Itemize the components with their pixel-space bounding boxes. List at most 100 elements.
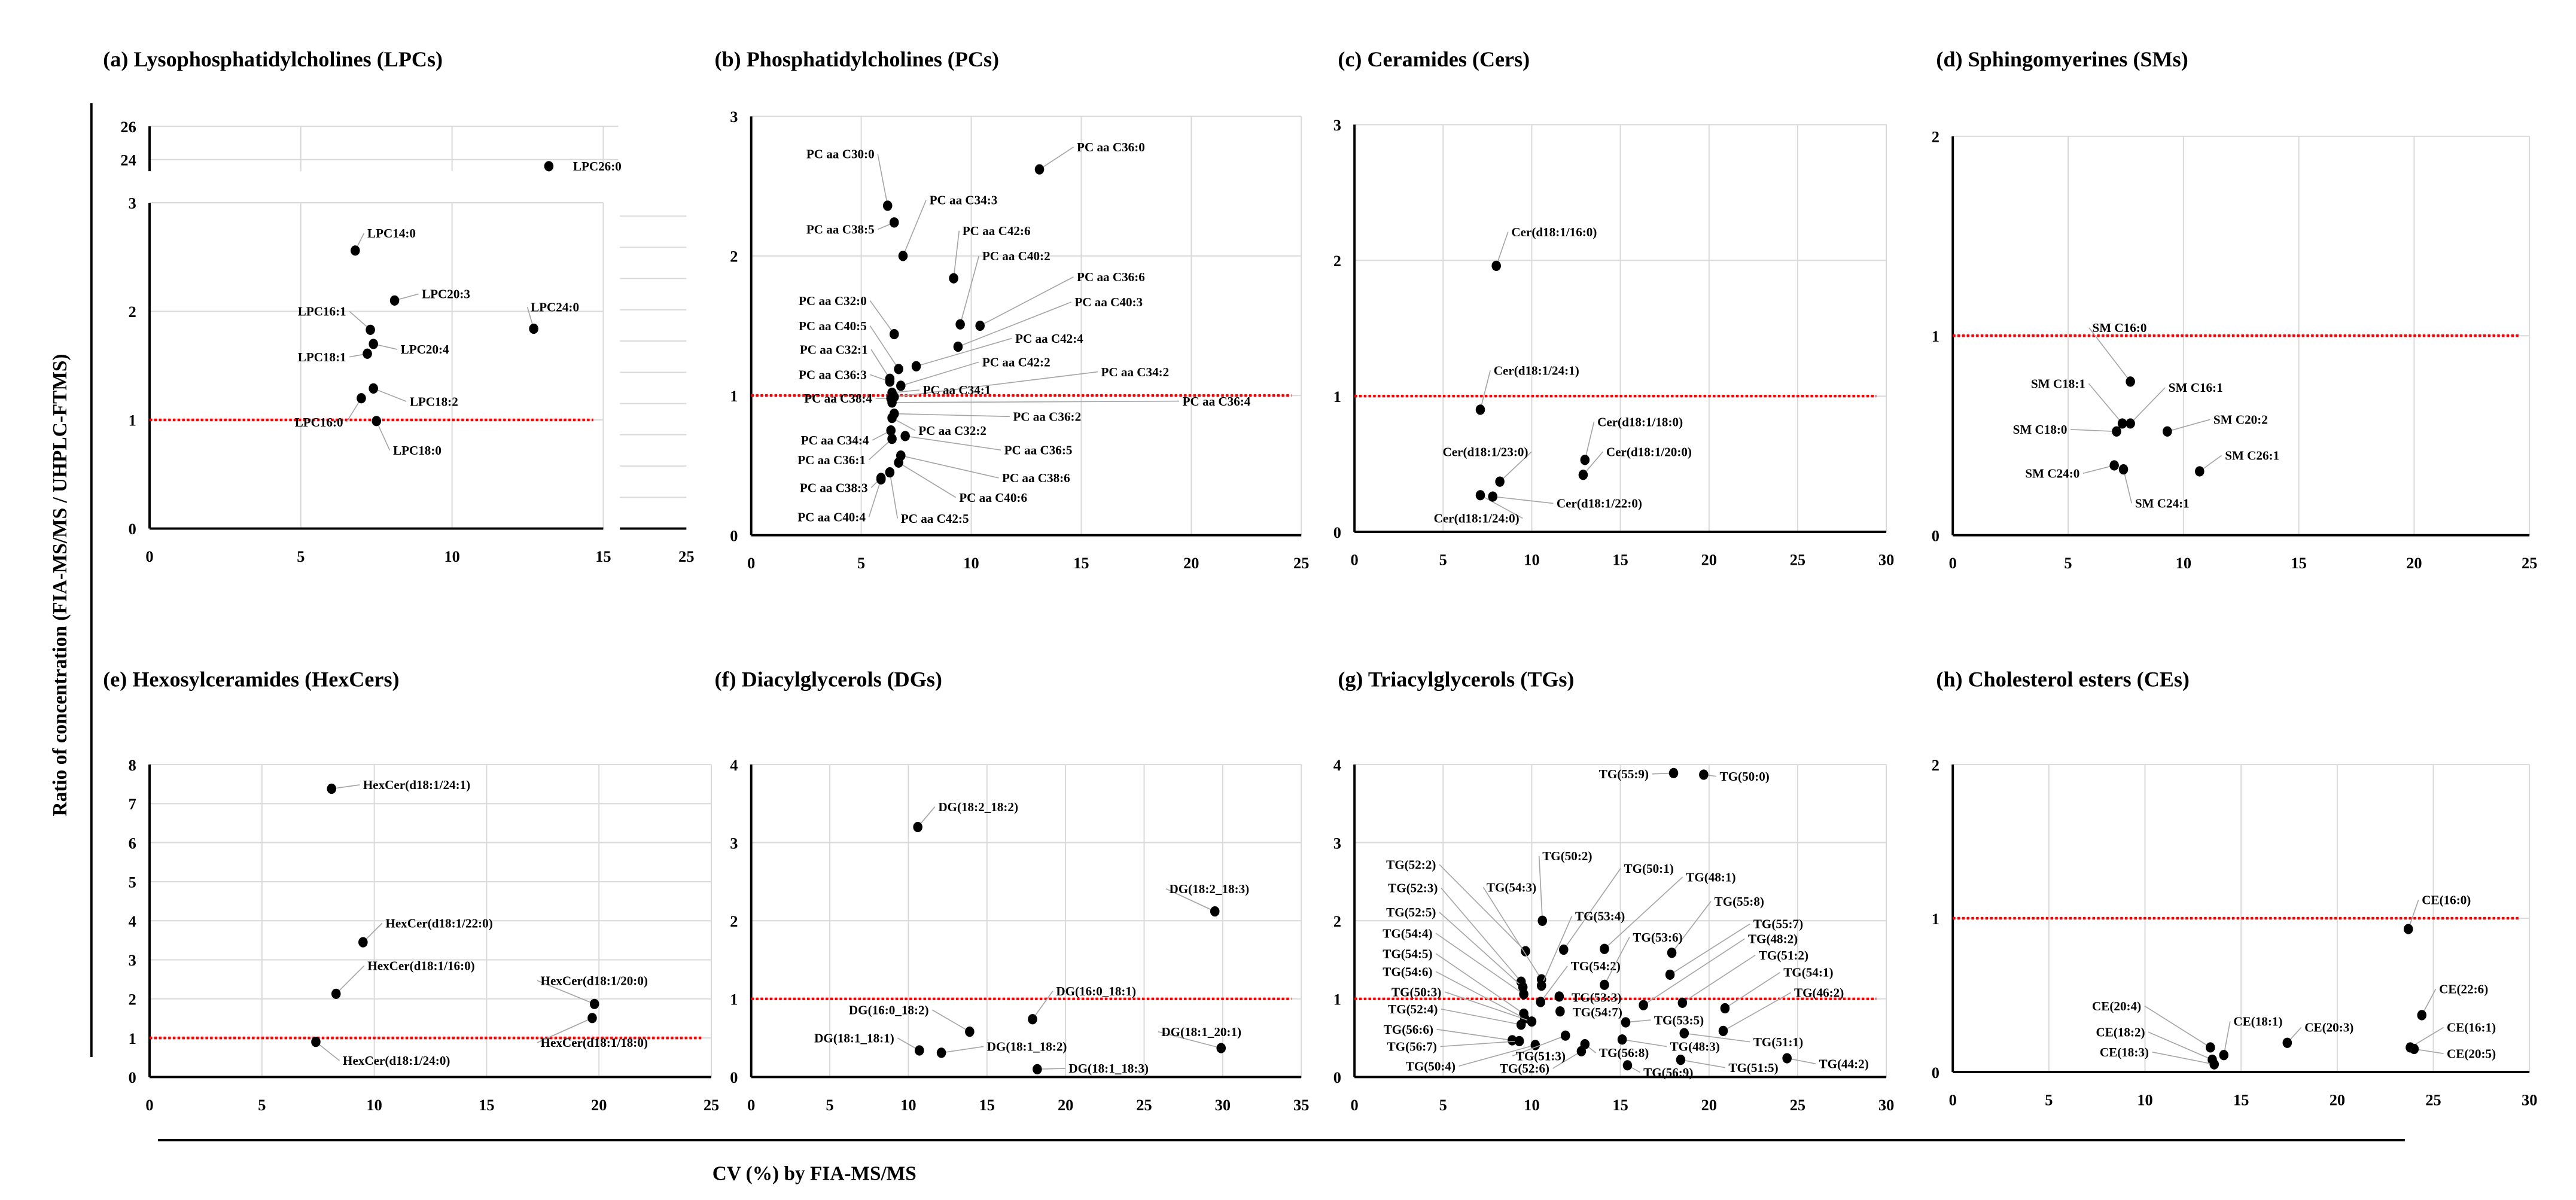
leader-line <box>1444 991 1532 1022</box>
y-tick-label: 3 <box>129 194 136 212</box>
leader-line <box>868 438 893 461</box>
point-label: LPC18:0 <box>393 443 441 458</box>
y-tick-label: 1 <box>1932 910 1939 928</box>
x-tick-label: 20 <box>1058 1096 1073 1114</box>
data-point <box>1600 943 1609 954</box>
y-tick-label: 0 <box>1333 1068 1341 1086</box>
data-point <box>2126 418 2135 429</box>
x-tick-label: 0 <box>1351 1096 1359 1114</box>
point-label: PC aa C34:4 <box>801 433 869 447</box>
data-point <box>911 361 921 371</box>
y-tick-label: 1 <box>1333 991 1341 1009</box>
point-label: TG(52:6) <box>1500 1061 1549 1076</box>
data-point <box>589 998 599 1009</box>
leader-line <box>931 1009 970 1033</box>
leader-line <box>1458 1044 1536 1067</box>
data-point <box>913 821 922 833</box>
point-label: TG(52:2) <box>1386 857 1436 872</box>
x-tick-label: 0 <box>145 547 153 565</box>
y-tick-label: 2 <box>1932 756 1939 774</box>
point-label: DG(18:2_18:2) <box>938 800 1018 814</box>
point-label: DG(18:2_18:3) <box>1170 882 1250 896</box>
x-tick-label: 20 <box>1701 1096 1717 1114</box>
y-tick-label: 2 <box>1932 128 1939 146</box>
point-label: LPC16:1 <box>298 304 346 319</box>
data-point <box>358 937 368 948</box>
x-tick-label: 10 <box>2176 554 2191 572</box>
point-label: SM C20:2 <box>2213 412 2268 427</box>
leader-line <box>941 1046 984 1053</box>
panel-title: (h) Cholesterol esters (CEs) <box>1936 667 2190 691</box>
leader-line <box>1622 1038 1667 1047</box>
point-label: LPC16:0 <box>295 415 343 430</box>
data-point <box>1665 969 1675 980</box>
data-point <box>1622 1060 1633 1071</box>
point-label: TG(55:7) <box>1753 917 1803 931</box>
point-label: PC aa C42:4 <box>1015 331 1083 346</box>
leader-line <box>1723 992 1791 1032</box>
leader-line <box>2123 469 2133 504</box>
point-label: PC aa C32:0 <box>799 294 867 308</box>
point-label: LPC20:3 <box>422 287 470 301</box>
point-label: TG(55:9) <box>1599 767 1649 781</box>
point-label: PC aa C36:4 <box>1183 394 1251 409</box>
x-tick-label: 30 <box>1878 551 1894 569</box>
point-label: PC aa C40:3 <box>1074 295 1143 309</box>
point-label: SM C16:1 <box>2169 380 2223 395</box>
point-label: CE(16:1) <box>2447 1021 2496 1035</box>
leader-line <box>1480 495 1523 519</box>
leader-line <box>1540 916 1573 986</box>
point-label: TG(54:5) <box>1383 946 1432 961</box>
point-label: TG(50:2) <box>1542 849 1592 863</box>
point-label: PC aa C34:3 <box>930 193 998 208</box>
data-point <box>1034 164 1045 175</box>
point-label: PC aa C36:2 <box>1013 409 1081 424</box>
data-point <box>331 988 341 999</box>
point-label: PC aa C40:4 <box>797 510 866 525</box>
data-point <box>366 324 375 335</box>
data-point <box>311 1037 321 1047</box>
data-point <box>898 251 908 261</box>
data-point <box>1578 470 1588 480</box>
y-tick-label: 0 <box>1333 523 1341 541</box>
point-label: SM C26:1 <box>2225 449 2279 463</box>
y-tick-label: 2 <box>129 303 136 321</box>
data-point <box>900 431 910 441</box>
point-label: SM C16:0 <box>2093 321 2147 335</box>
y-tick-label: 3 <box>129 951 136 969</box>
data-point <box>1527 1016 1537 1027</box>
data-point <box>1536 997 1546 1007</box>
data-point <box>1668 767 1679 779</box>
leader-line <box>336 965 365 994</box>
point-label: HexCer(d18:1/24:0) <box>343 1053 450 1068</box>
point-label: TG(56:8) <box>1599 1046 1649 1060</box>
leader-line <box>2088 383 2123 424</box>
data-point <box>2282 1037 2292 1048</box>
point-label: LPC14:0 <box>367 226 416 240</box>
y-tick-label: 3 <box>1333 116 1341 134</box>
point-label: HexCer(d18:1/24:1) <box>363 778 470 792</box>
data-point <box>529 323 538 334</box>
point-label: PC aa C38:4 <box>804 391 872 406</box>
x-tick-label: 0 <box>1949 554 1957 572</box>
leader-line <box>1037 1068 1065 1070</box>
point-label: PC aa C34:1 <box>923 383 991 397</box>
point-label: PC aa C42:5 <box>901 511 969 526</box>
x-tick-label: 5 <box>857 554 865 572</box>
x-tick-label: 20 <box>2330 1091 2345 1109</box>
x-tick-label: 15 <box>479 1096 494 1114</box>
leader-line <box>1165 888 1216 912</box>
y-tick-label: 2 <box>129 991 136 1009</box>
data-point <box>885 467 895 478</box>
panel-title: (b) Phosphatidylcholines (PCs) <box>715 47 999 71</box>
x-tick-label: 30 <box>1215 1096 1231 1114</box>
leader-line <box>315 1041 340 1061</box>
point-label: DG(18:1_20:1) <box>1161 1025 1241 1039</box>
panel-title: (g) Triacylglycerols (TGs) <box>1338 667 1574 691</box>
data-point <box>2219 1050 2229 1061</box>
data-point <box>1514 1035 1524 1046</box>
y-tick-label: 1 <box>129 412 136 430</box>
data-point <box>1600 979 1609 990</box>
point-label: PC aa C38:3 <box>800 481 868 495</box>
